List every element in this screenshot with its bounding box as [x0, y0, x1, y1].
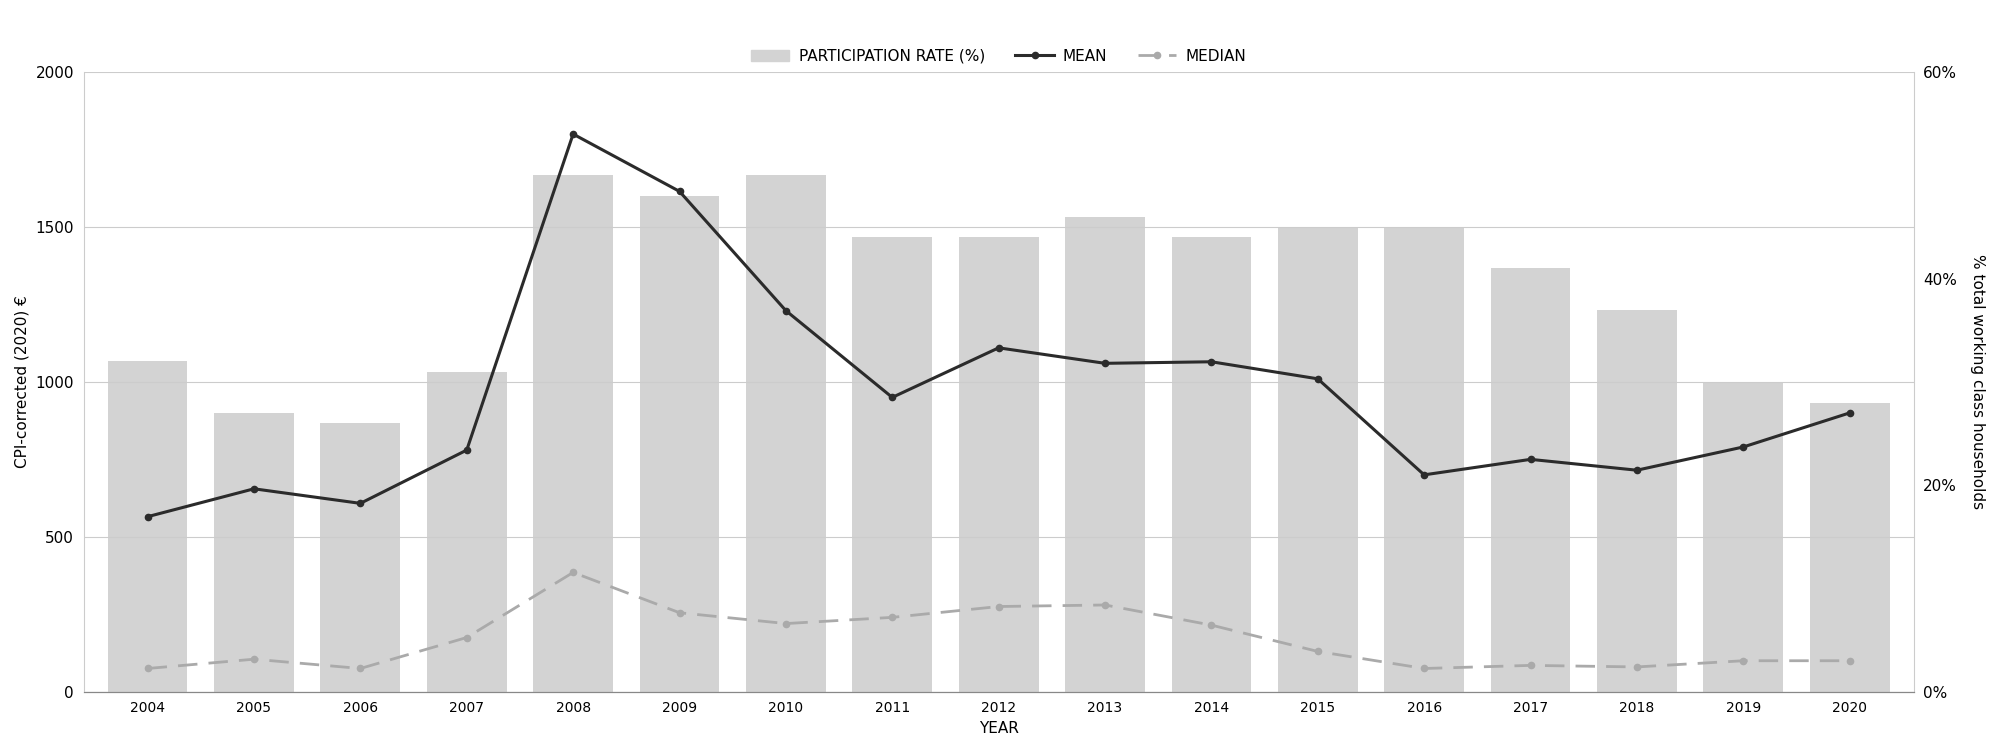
MEAN: [1838, 409, 1862, 418]
MEDIAN: [136, 664, 160, 673]
MEDIAN: [774, 619, 798, 628]
MEAN: [1624, 466, 1648, 475]
X-axis label: YEAR: YEAR: [978, 721, 1018, 736]
MEAN: [1094, 359, 1118, 368]
Y-axis label: % total working class households: % total working class households: [1970, 255, 1986, 509]
MEDIAN: [1094, 601, 1118, 610]
MEAN: [986, 343, 1010, 352]
Line: MEDIAN: MEDIAN: [144, 569, 1852, 671]
MEDIAN: [1306, 647, 1330, 656]
MEDIAN: [1518, 661, 1542, 670]
Bar: [1384, 227, 1464, 692]
Bar: [1490, 268, 1570, 692]
MEDIAN: [1838, 656, 1862, 665]
MEAN: [1412, 470, 1436, 479]
MEDIAN: [348, 664, 372, 673]
MEAN: [136, 512, 160, 521]
Bar: [214, 413, 294, 692]
Bar: [1066, 217, 1144, 692]
Bar: [852, 237, 932, 692]
MEDIAN: [242, 655, 266, 664]
Y-axis label: CPI-corrected (2020) €: CPI-corrected (2020) €: [14, 296, 30, 469]
Bar: [426, 372, 506, 692]
MEDIAN: [880, 613, 904, 622]
Bar: [108, 361, 188, 692]
Bar: [958, 237, 1038, 692]
MEAN: [1732, 442, 1756, 451]
MEDIAN: [454, 633, 478, 642]
MEAN: [668, 187, 692, 196]
MEAN: [1200, 357, 1224, 366]
MEDIAN: [562, 568, 586, 577]
Bar: [1598, 309, 1676, 692]
Bar: [1278, 227, 1358, 692]
MEDIAN: [1732, 656, 1756, 665]
Bar: [1810, 403, 1890, 692]
Bar: [746, 176, 826, 692]
MEAN: [774, 306, 798, 315]
MEAN: [348, 499, 372, 508]
MEAN: [1518, 455, 1542, 464]
Legend: PARTICIPATION RATE (%), MEAN, MEDIAN: PARTICIPATION RATE (%), MEAN, MEDIAN: [746, 43, 1252, 70]
MEAN: [454, 445, 478, 454]
MEAN: [880, 393, 904, 402]
Bar: [1172, 237, 1252, 692]
MEAN: [242, 484, 266, 493]
MEAN: [562, 130, 586, 139]
MEDIAN: [668, 608, 692, 617]
Bar: [640, 196, 720, 692]
MEDIAN: [1200, 620, 1224, 629]
Bar: [534, 176, 614, 692]
Bar: [1704, 382, 1784, 692]
MEDIAN: [1412, 664, 1436, 673]
MEAN: [1306, 374, 1330, 383]
MEDIAN: [1624, 662, 1648, 671]
Line: MEAN: MEAN: [144, 131, 1852, 520]
Bar: [320, 424, 400, 692]
MEDIAN: [986, 602, 1010, 611]
